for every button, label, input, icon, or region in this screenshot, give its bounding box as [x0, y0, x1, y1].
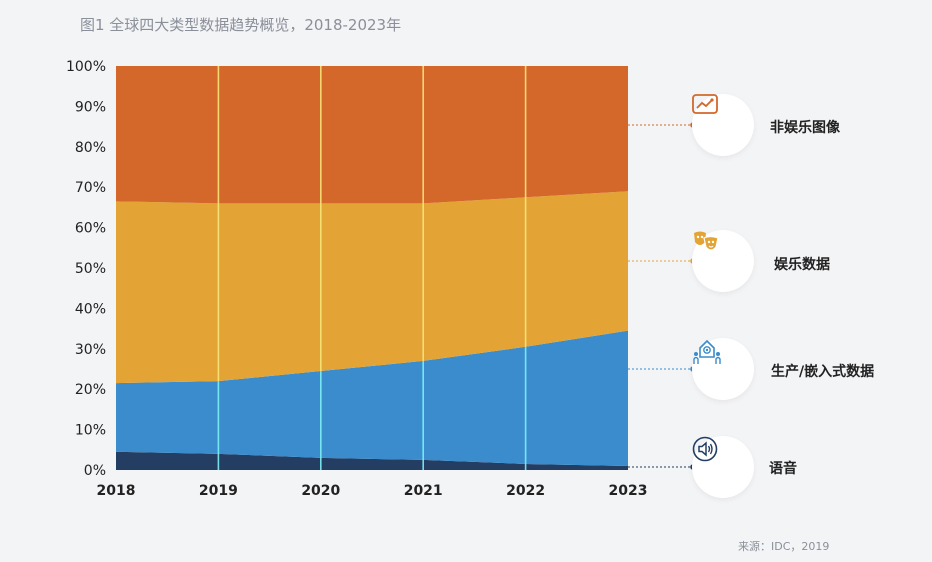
- x-tick-label: 2022: [506, 483, 545, 499]
- y-tick-label: 50%: [75, 261, 106, 277]
- speaker-icon: [692, 436, 718, 462]
- legend-label-embedded: 生产/嵌入式数据: [771, 364, 875, 380]
- area-series-3: [116, 66, 628, 204]
- x-tick-label: 2020: [301, 483, 340, 499]
- iot-device-icon: [693, 339, 721, 364]
- legend-icon-non-ent-image: [692, 94, 754, 156]
- y-tick-label: 0%: [84, 463, 106, 479]
- y-tick-label: 60%: [75, 221, 106, 237]
- legend-icon-entertainment: [692, 230, 754, 292]
- image-chart-icon: [692, 94, 718, 114]
- x-tick-label: 2021: [404, 483, 443, 499]
- y-tick-label: 100%: [66, 59, 106, 75]
- y-tick-label: 90%: [75, 99, 106, 115]
- legend-icon-embedded: [692, 338, 754, 400]
- area-series-1: [116, 330, 628, 466]
- area-series-0: [116, 451, 628, 470]
- y-tick-label: 10%: [75, 423, 106, 439]
- y-tick-label: 70%: [75, 180, 106, 196]
- chart-title: 图1 全球四大类型数据趋势概览，2018-2023年: [80, 16, 402, 34]
- legend-label-entertainment: 娱乐数据: [774, 257, 830, 273]
- area-series-2: [116, 191, 628, 384]
- legend-label-voice: 语音: [769, 461, 797, 477]
- x-tick-label: 2019: [199, 483, 238, 499]
- x-tick-label: 2023: [609, 483, 648, 499]
- y-tick-label: 80%: [75, 140, 106, 156]
- y-tick-label: 20%: [75, 382, 106, 398]
- y-tick-label: 40%: [75, 301, 106, 317]
- legend-label-non-ent-image: 非娱乐图像: [770, 120, 840, 136]
- source-note: 来源：IDC，2019: [738, 540, 830, 553]
- y-tick-label: 30%: [75, 342, 106, 358]
- theater-masks-icon: [694, 231, 719, 251]
- x-tick-label: 2018: [97, 483, 136, 499]
- legend-icon-voice: [692, 436, 754, 498]
